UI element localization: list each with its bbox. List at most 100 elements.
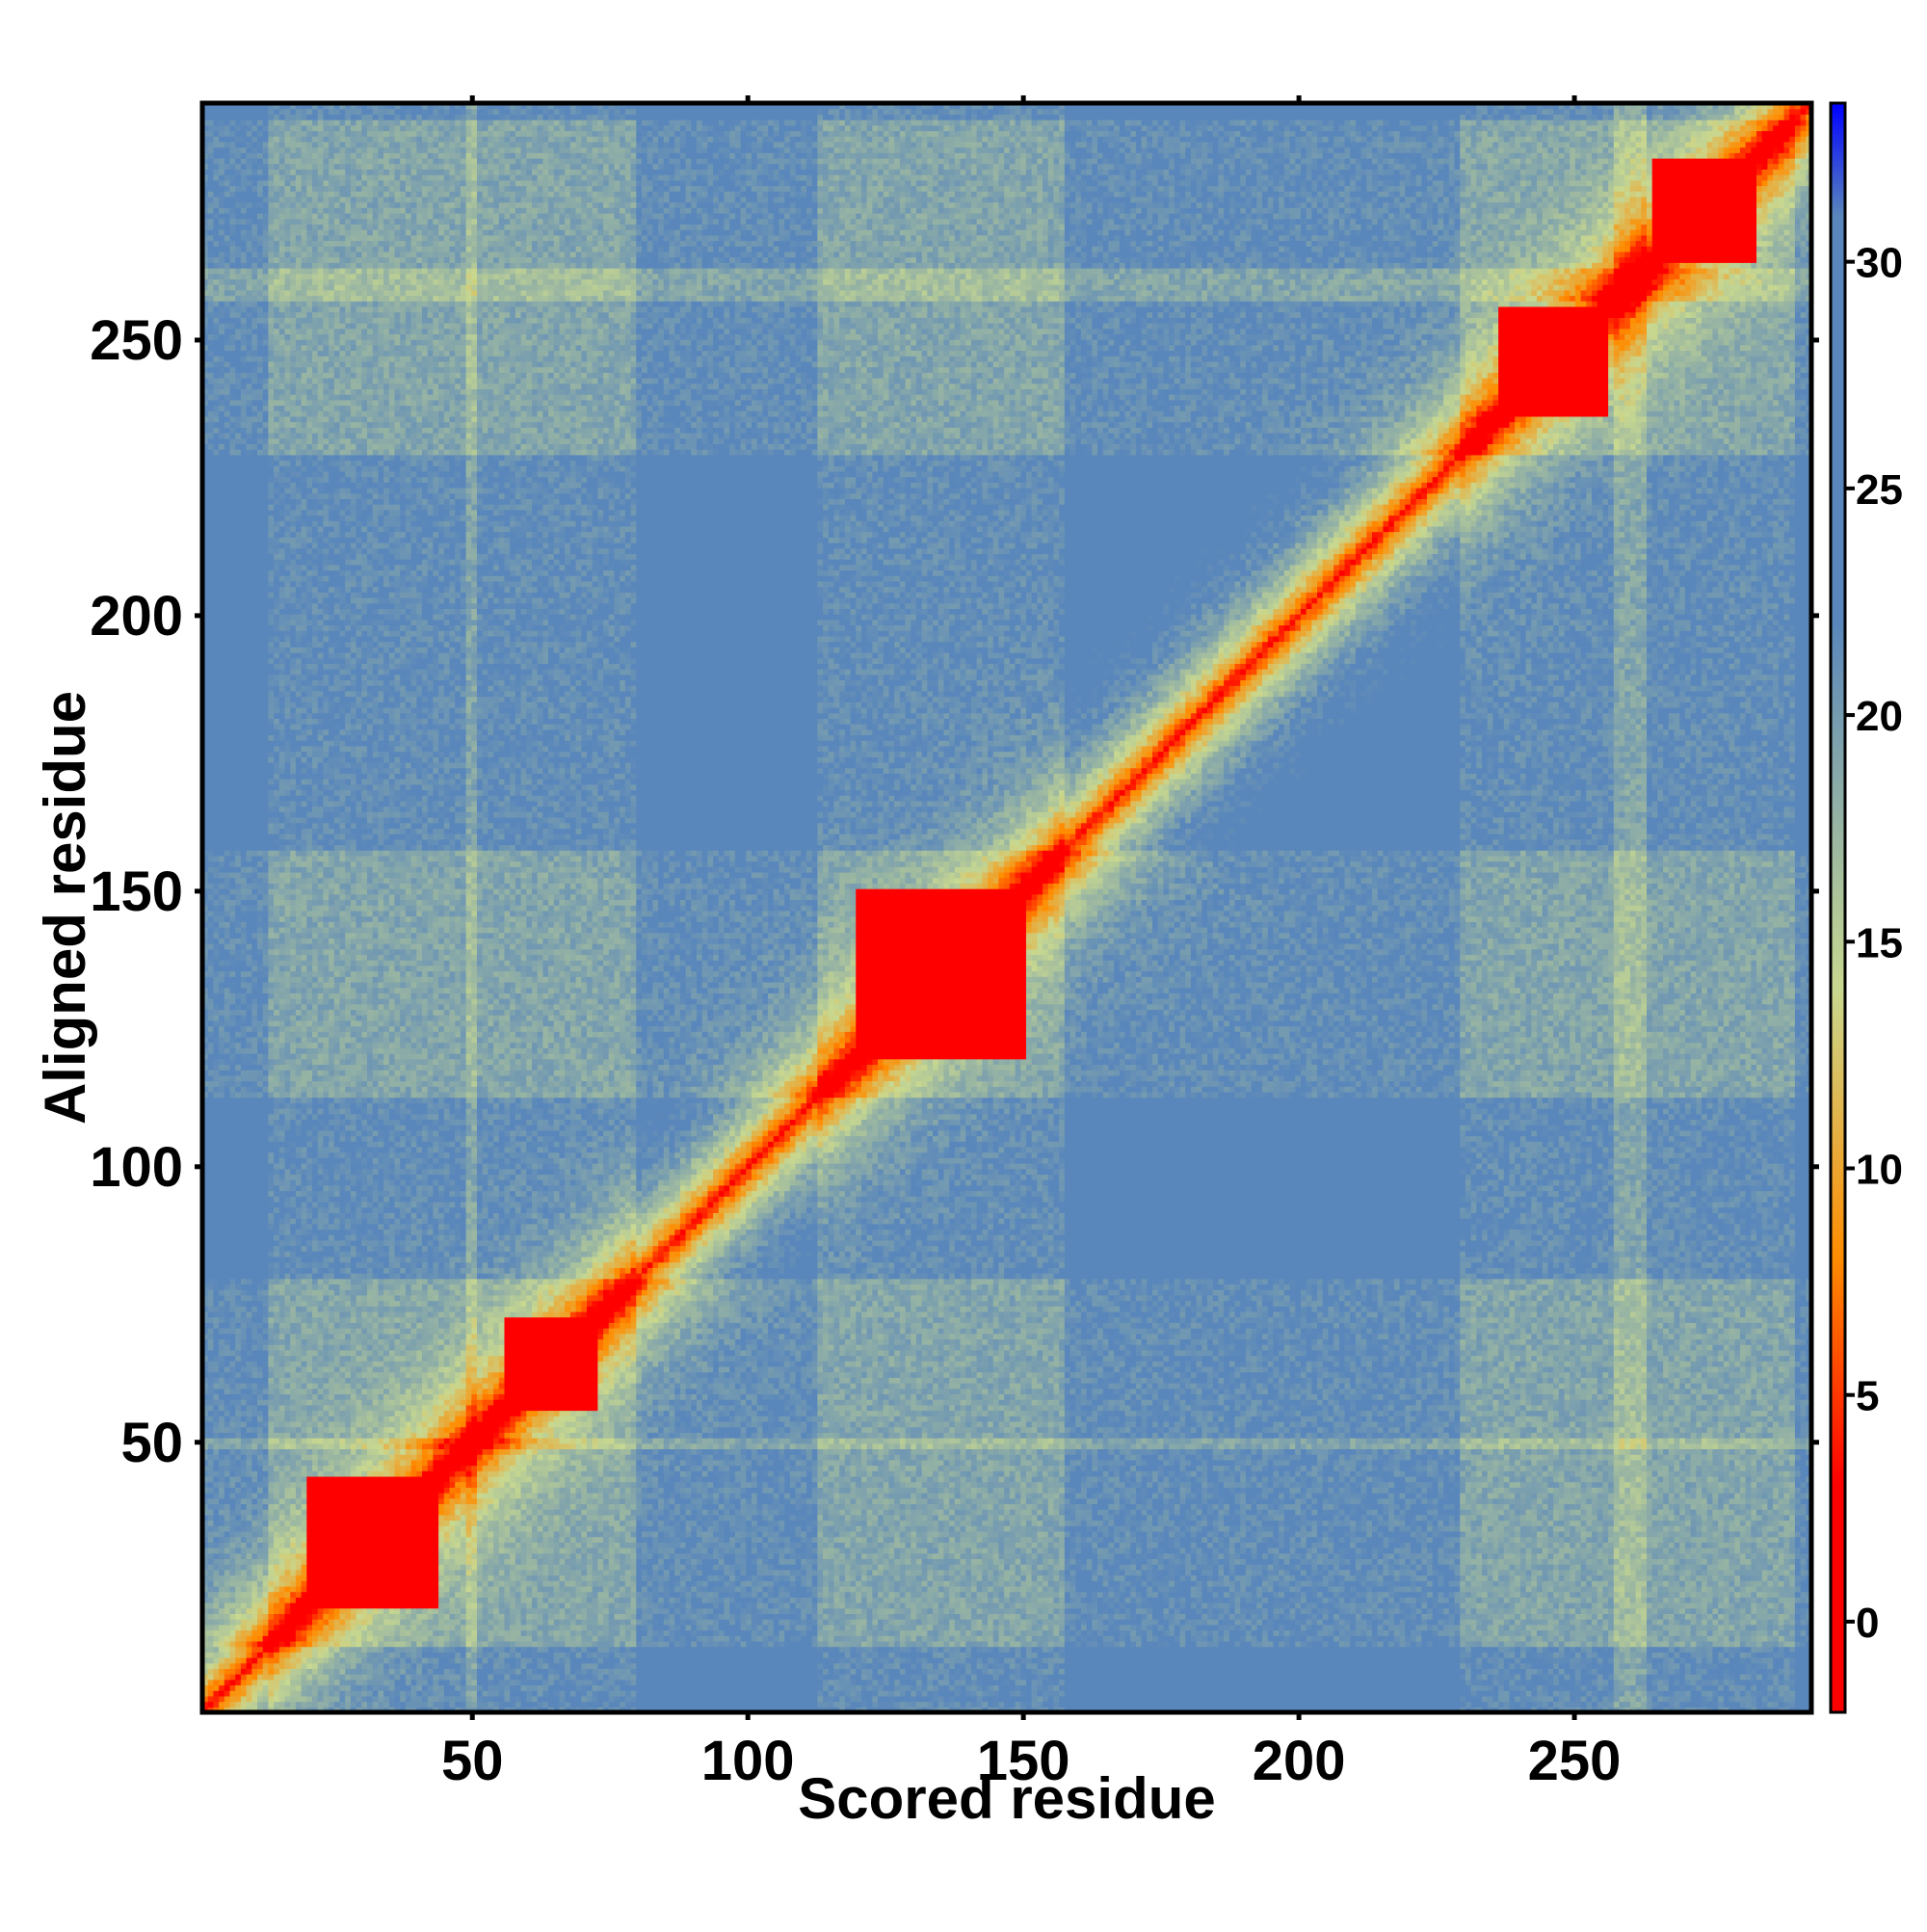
heatmap-cell bbox=[741, 1685, 747, 1691]
heatmap-cell bbox=[806, 1690, 812, 1696]
heatmap-cell bbox=[312, 1702, 318, 1707]
heatmap-cell bbox=[1476, 1702, 1482, 1707]
heatmap-cell bbox=[1630, 1685, 1636, 1691]
heatmap-cell bbox=[1421, 1685, 1427, 1691]
heatmap-cell bbox=[1333, 1696, 1339, 1702]
heatmap-cell bbox=[1070, 1696, 1076, 1702]
heatmap-cell bbox=[1504, 1680, 1510, 1685]
heatmap-cell bbox=[856, 1680, 861, 1685]
heatmap-cell bbox=[559, 1685, 565, 1691]
heatmap-cell bbox=[1416, 1696, 1422, 1702]
heatmap-cell bbox=[1581, 1696, 1587, 1702]
heatmap-cell bbox=[449, 1674, 455, 1680]
heatmap-cell bbox=[1492, 1685, 1498, 1691]
heatmap-cell bbox=[1197, 1696, 1202, 1702]
heatmap-cell bbox=[817, 1702, 823, 1707]
heatmap-cell bbox=[1169, 1702, 1175, 1707]
heatmap-cell bbox=[339, 1696, 345, 1702]
heatmap-cell bbox=[774, 1702, 779, 1707]
heatmap-cell bbox=[1718, 1696, 1724, 1702]
heatmap-cell bbox=[433, 1685, 438, 1691]
heatmap-cell bbox=[686, 1696, 692, 1702]
heatmap-cell bbox=[302, 1680, 307, 1685]
heatmap-cell bbox=[1449, 1696, 1455, 1702]
heatmap-cell bbox=[1570, 1702, 1575, 1707]
heatmap-cell bbox=[455, 1674, 461, 1680]
heatmap-cell bbox=[312, 1674, 318, 1680]
heatmap-cell bbox=[993, 1685, 999, 1691]
heatmap-cell bbox=[373, 1696, 379, 1702]
heatmap-cell bbox=[1087, 1674, 1093, 1680]
heatmap-cell bbox=[1378, 1702, 1384, 1707]
heatmap-cell bbox=[247, 1702, 252, 1707]
heatmap-cell bbox=[532, 1680, 538, 1685]
heatmap-cell bbox=[1279, 1690, 1284, 1696]
heatmap-cell bbox=[729, 1680, 735, 1685]
heatmap-cell bbox=[1575, 1702, 1581, 1707]
heatmap-cell bbox=[1471, 1702, 1477, 1707]
heatmap-cell bbox=[1411, 1702, 1416, 1707]
heatmap-cell bbox=[1624, 1680, 1630, 1685]
heatmap-cell bbox=[1455, 1690, 1461, 1696]
heatmap-cell bbox=[1108, 1690, 1114, 1696]
heatmap-cell bbox=[801, 1685, 806, 1691]
heatmap-cell bbox=[746, 1696, 752, 1702]
heatmap-cell bbox=[1767, 1690, 1773, 1696]
heatmap-cell bbox=[856, 1690, 861, 1696]
heatmap-cell bbox=[933, 1685, 938, 1691]
heatmap-cell bbox=[593, 1680, 598, 1685]
heatmap-cell bbox=[982, 1674, 988, 1680]
heatmap-cell bbox=[1734, 1680, 1740, 1685]
heatmap-cell bbox=[1443, 1696, 1449, 1702]
heatmap-cell bbox=[1592, 1702, 1597, 1707]
heatmap-cell bbox=[707, 1690, 713, 1696]
heatmap-cell bbox=[1746, 1696, 1752, 1702]
heatmap-cell bbox=[1504, 1690, 1510, 1696]
heatmap-cell bbox=[1323, 1690, 1329, 1696]
heatmap-cell bbox=[433, 1696, 438, 1702]
heatmap-cell bbox=[499, 1685, 505, 1691]
heatmap-cell bbox=[1614, 1696, 1620, 1702]
heatmap-cell bbox=[521, 1702, 527, 1707]
heatmap-cell bbox=[1636, 1702, 1642, 1707]
heatmap-cell bbox=[1366, 1680, 1372, 1685]
heatmap-cell bbox=[1016, 1680, 1021, 1685]
heatmap-cells bbox=[202, 103, 1812, 1713]
heatmap-cell bbox=[1789, 1685, 1795, 1691]
heatmap-cell bbox=[1361, 1702, 1367, 1707]
heatmap-cell bbox=[1498, 1685, 1504, 1691]
heatmap-cell bbox=[664, 1696, 670, 1702]
heatmap-cell bbox=[669, 1685, 674, 1691]
heatmap-cell bbox=[867, 1690, 873, 1696]
heatmap-cell bbox=[878, 1702, 884, 1707]
heatmap-cell bbox=[724, 1685, 729, 1691]
heatmap-cell bbox=[851, 1680, 857, 1685]
heatmap-cell bbox=[1273, 1680, 1279, 1685]
heatmap-cell bbox=[263, 1702, 269, 1707]
heatmap-cell bbox=[488, 1696, 493, 1702]
heatmap-cell bbox=[1476, 1680, 1482, 1685]
heatmap-cell bbox=[1065, 1680, 1070, 1685]
heatmap-cell bbox=[1103, 1690, 1109, 1696]
heatmap-cell bbox=[900, 1696, 906, 1702]
heatmap-cell bbox=[279, 1696, 285, 1702]
heatmap-cell bbox=[631, 1674, 637, 1680]
heatmap-cell bbox=[1246, 1696, 1252, 1702]
heatmap-cell bbox=[1779, 1685, 1784, 1691]
heatmap-cell bbox=[1779, 1690, 1784, 1696]
heatmap-cell bbox=[1531, 1702, 1537, 1707]
heatmap-cell bbox=[1081, 1696, 1087, 1702]
heatmap-cell bbox=[526, 1680, 532, 1685]
heatmap-cell bbox=[1345, 1690, 1351, 1696]
heatmap-cell bbox=[691, 1690, 697, 1696]
heatmap-cell bbox=[1350, 1702, 1356, 1707]
heatmap-cell bbox=[752, 1674, 757, 1680]
heatmap-cell bbox=[1169, 1685, 1175, 1691]
heatmap-cell bbox=[1010, 1674, 1016, 1680]
heatmap-cell bbox=[235, 1702, 241, 1707]
heatmap-cell bbox=[373, 1680, 379, 1685]
heatmap-cell bbox=[1053, 1702, 1059, 1707]
heatmap-cell bbox=[532, 1702, 538, 1707]
heatmap-cell bbox=[597, 1702, 603, 1707]
heatmap-cell bbox=[1443, 1702, 1449, 1707]
